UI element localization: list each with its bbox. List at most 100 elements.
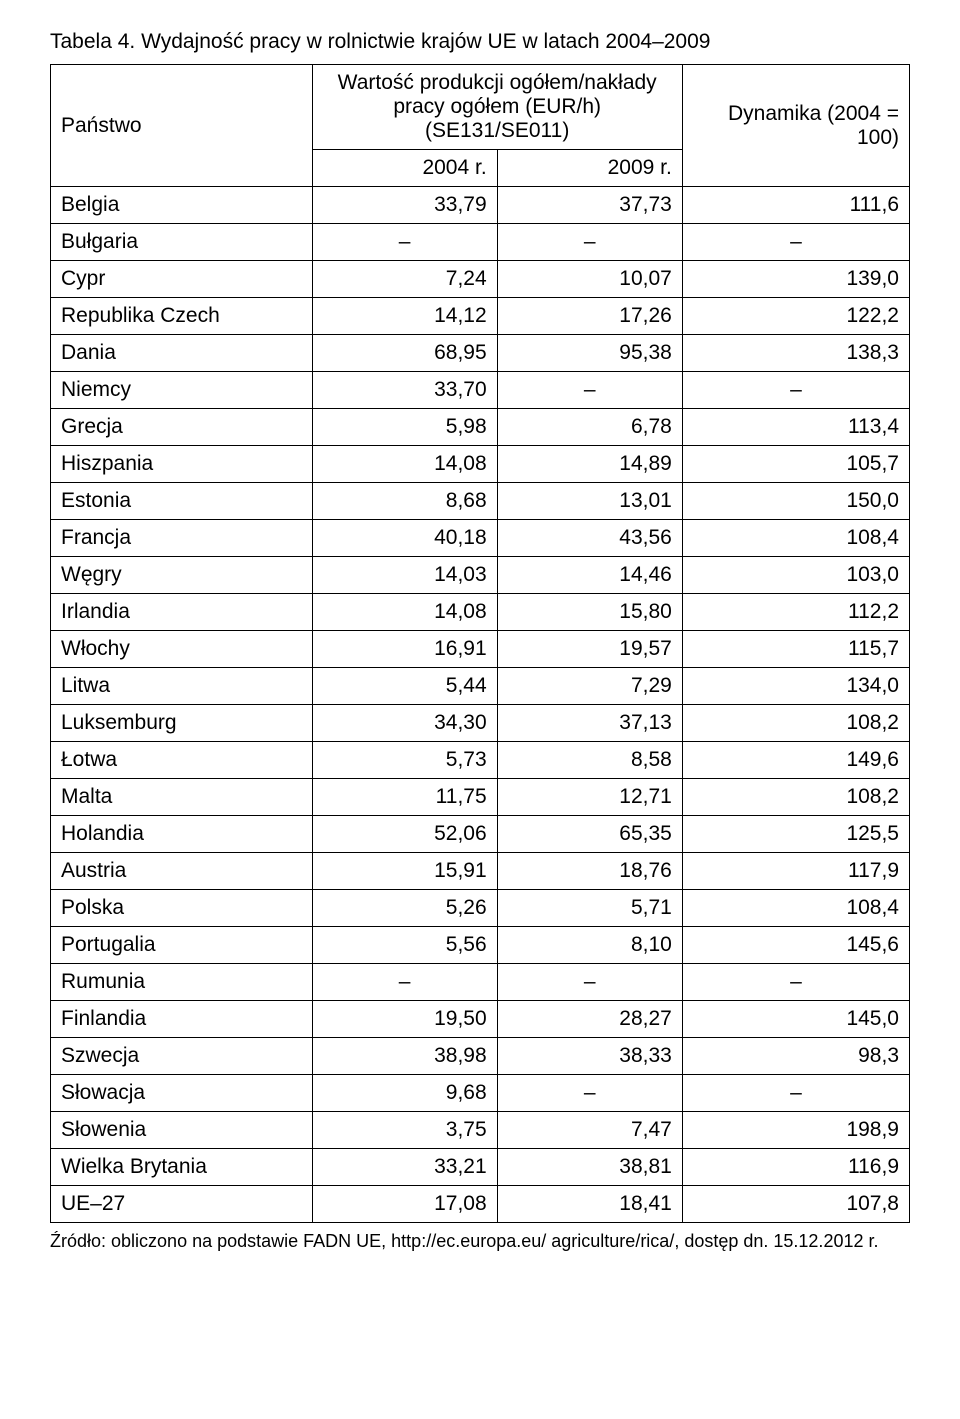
cell-v2004: 68,95	[312, 335, 497, 372]
table-row: Rumunia–––	[51, 964, 910, 1001]
cell-dyn: 103,0	[682, 557, 909, 594]
table-row: Grecja5,986,78113,4	[51, 409, 910, 446]
cell-country: Republika Czech	[51, 298, 313, 335]
cell-country: Estonia	[51, 483, 313, 520]
table-row: Hiszpania14,0814,89105,7	[51, 446, 910, 483]
cell-v2009: 65,35	[497, 816, 682, 853]
cell-v2009: 43,56	[497, 520, 682, 557]
cell-v2004: 33,79	[312, 187, 497, 224]
cell-country: Polska	[51, 890, 313, 927]
cell-v2004: 38,98	[312, 1038, 497, 1075]
cell-v2009: 5,71	[497, 890, 682, 927]
header-country: Państwo	[51, 65, 313, 187]
cell-v2004: 16,91	[312, 631, 497, 668]
table-title: Tabela 4. Wydajność pracy w rolnictwie k…	[50, 30, 910, 54]
cell-dyn: 108,2	[682, 705, 909, 742]
cell-dyn: 134,0	[682, 668, 909, 705]
cell-v2009: 37,73	[497, 187, 682, 224]
cell-country: Włochy	[51, 631, 313, 668]
table-row: Włochy16,9119,57115,7	[51, 631, 910, 668]
table-row: Belgia33,7937,73111,6	[51, 187, 910, 224]
cell-dyn: 107,8	[682, 1186, 909, 1223]
table-row: Portugalia5,568,10145,6	[51, 927, 910, 964]
cell-dyn: –	[682, 964, 909, 1001]
source-note: Źródło: obliczono na podstawie FADN UE, …	[50, 1231, 910, 1252]
cell-v2004: 11,75	[312, 779, 497, 816]
table-row: Estonia8,6813,01150,0	[51, 483, 910, 520]
cell-country: Finlandia	[51, 1001, 313, 1038]
cell-dyn: 105,7	[682, 446, 909, 483]
cell-dyn: 138,3	[682, 335, 909, 372]
table-row: Luksemburg34,3037,13108,2	[51, 705, 910, 742]
cell-dyn: 108,4	[682, 890, 909, 927]
table-row: Malta11,7512,71108,2	[51, 779, 910, 816]
cell-country: Malta	[51, 779, 313, 816]
cell-country: Słowacja	[51, 1075, 313, 1112]
cell-v2004: 5,56	[312, 927, 497, 964]
header-dynamics: Dynamika (2004 = 100)	[682, 65, 909, 187]
cell-country: UE–27	[51, 1186, 313, 1223]
cell-dyn: 145,6	[682, 927, 909, 964]
cell-v2004: 40,18	[312, 520, 497, 557]
cell-v2009: 38,81	[497, 1149, 682, 1186]
cell-country: Belgia	[51, 187, 313, 224]
cell-v2009: 6,78	[497, 409, 682, 446]
cell-v2004: 19,50	[312, 1001, 497, 1038]
cell-country: Luksemburg	[51, 705, 313, 742]
cell-v2009: 14,46	[497, 557, 682, 594]
cell-dyn: 116,9	[682, 1149, 909, 1186]
cell-dyn: 149,6	[682, 742, 909, 779]
cell-v2009: 8,58	[497, 742, 682, 779]
cell-country: Francja	[51, 520, 313, 557]
cell-v2009: 8,10	[497, 927, 682, 964]
cell-country: Węgry	[51, 557, 313, 594]
cell-dyn: 150,0	[682, 483, 909, 520]
cell-dyn: 145,0	[682, 1001, 909, 1038]
table-row: Słowacja9,68––	[51, 1075, 910, 1112]
cell-v2004: 15,91	[312, 853, 497, 890]
cell-v2009: 7,47	[497, 1112, 682, 1149]
page: Tabela 4. Wydajność pracy w rolnictwie k…	[0, 0, 960, 1292]
data-table: Państwo Wartość produkcji ogółem/nakłady…	[50, 64, 910, 1223]
table-row: Węgry14,0314,46103,0	[51, 557, 910, 594]
table-row: Niemcy33,70––	[51, 372, 910, 409]
cell-dyn: 122,2	[682, 298, 909, 335]
cell-v2009: –	[497, 964, 682, 1001]
cell-dyn: 115,7	[682, 631, 909, 668]
table-row: Finlandia19,5028,27145,0	[51, 1001, 910, 1038]
cell-v2004: 14,12	[312, 298, 497, 335]
cell-country: Hiszpania	[51, 446, 313, 483]
cell-country: Niemcy	[51, 372, 313, 409]
cell-dyn: 125,5	[682, 816, 909, 853]
table-row: Republika Czech14,1217,26122,2	[51, 298, 910, 335]
cell-v2004: –	[312, 224, 497, 261]
cell-v2009: 15,80	[497, 594, 682, 631]
cell-country: Szwecja	[51, 1038, 313, 1075]
cell-v2009: –	[497, 372, 682, 409]
cell-v2004: 34,30	[312, 705, 497, 742]
cell-v2009: 13,01	[497, 483, 682, 520]
cell-dyn: 112,2	[682, 594, 909, 631]
table-row: Francja40,1843,56108,4	[51, 520, 910, 557]
cell-v2004: 5,73	[312, 742, 497, 779]
table-row: Litwa5,447,29134,0	[51, 668, 910, 705]
cell-dyn: 98,3	[682, 1038, 909, 1075]
cell-v2009: 18,41	[497, 1186, 682, 1223]
cell-dyn: –	[682, 372, 909, 409]
cell-v2009: 18,76	[497, 853, 682, 890]
cell-v2004: 5,26	[312, 890, 497, 927]
header-group: Wartość produkcji ogółem/nakłady pracy o…	[312, 65, 682, 150]
cell-v2004: 17,08	[312, 1186, 497, 1223]
table-row: Austria15,9118,76117,9	[51, 853, 910, 890]
table-row: Irlandia14,0815,80112,2	[51, 594, 910, 631]
cell-country: Dania	[51, 335, 313, 372]
cell-country: Rumunia	[51, 964, 313, 1001]
cell-country: Wielka Brytania	[51, 1149, 313, 1186]
cell-v2009: 10,07	[497, 261, 682, 298]
cell-v2004: 14,03	[312, 557, 497, 594]
table-row: Wielka Brytania33,2138,81116,9	[51, 1149, 910, 1186]
cell-v2009: 12,71	[497, 779, 682, 816]
header-row-1: Państwo Wartość produkcji ogółem/nakłady…	[51, 65, 910, 150]
cell-v2004: –	[312, 964, 497, 1001]
cell-country: Grecja	[51, 409, 313, 446]
